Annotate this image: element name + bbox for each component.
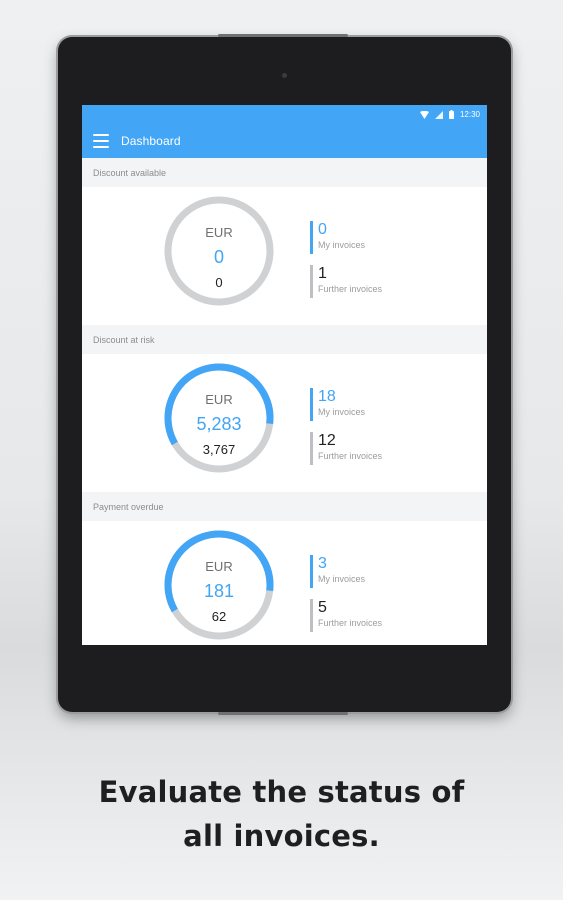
caption-line-2: all invoices. bbox=[183, 819, 380, 853]
progress-ring bbox=[164, 363, 274, 473]
further-invoices-label: Further invoices bbox=[318, 618, 383, 628]
sub-amount-value: 62 bbox=[211, 609, 227, 624]
currency-label: EUR bbox=[205, 225, 233, 240]
progress-ring bbox=[164, 196, 274, 306]
status-bar: 12:30 bbox=[82, 105, 487, 124]
further-invoices-label: Further invoices bbox=[318, 451, 383, 461]
further-invoices-count: 12 bbox=[318, 432, 336, 449]
ring-values: EUR 0 0 bbox=[163, 195, 275, 307]
promo-caption: Evaluate the status of all invoices. bbox=[0, 770, 563, 858]
further-invoices-count: 5 bbox=[318, 599, 327, 616]
section-header-payment-overdue: Payment overdue bbox=[82, 492, 487, 521]
amount-value: 181 bbox=[203, 581, 235, 601]
device-bottom-button bbox=[218, 712, 348, 715]
further-invoices-stat[interactable]: 12 Further invoices bbox=[310, 432, 430, 465]
my-invoices-label: My invoices bbox=[318, 407, 366, 417]
front-camera bbox=[282, 73, 287, 78]
ring-values: EUR 181 62 bbox=[163, 529, 275, 641]
page-title: Dashboard bbox=[121, 134, 181, 148]
section-discount-available[interactable]: EUR 0 0 0 My invoices 1 Further invoices bbox=[82, 187, 487, 325]
section-payment-overdue[interactable]: EUR 181 62 3 My invoices 5 Further invoi… bbox=[82, 521, 487, 645]
amount-value: 5,283 bbox=[196, 414, 242, 434]
app-screen: 12:30 Dashboard Discount available EUR 0… bbox=[82, 105, 487, 645]
app-bar: Dashboard bbox=[82, 124, 487, 158]
my-invoices-count: 0 bbox=[318, 221, 327, 238]
section-header-discount-at-risk: Discount at risk bbox=[82, 325, 487, 354]
further-invoices-stat[interactable]: 5 Further invoices bbox=[310, 599, 430, 632]
currency-label: EUR bbox=[205, 559, 233, 574]
ring-progress-arc bbox=[164, 530, 274, 640]
ring-values: EUR 5,283 3,767 bbox=[163, 362, 275, 474]
my-invoices-label: My invoices bbox=[318, 240, 366, 250]
signal-icon bbox=[434, 110, 443, 119]
ring-track bbox=[164, 196, 274, 306]
my-invoices-label: My invoices bbox=[318, 574, 366, 584]
device-top-button bbox=[218, 34, 348, 37]
caption-line-1: Evaluate the status of bbox=[98, 775, 465, 809]
sub-amount-value: 0 bbox=[215, 275, 223, 290]
amount-value: 0 bbox=[213, 247, 224, 267]
my-invoices-stat[interactable]: 18 My invoices bbox=[310, 388, 430, 421]
my-invoices-count: 18 bbox=[318, 388, 336, 405]
status-time: 12:30 bbox=[459, 110, 480, 119]
further-invoices-stat[interactable]: 1 Further invoices bbox=[310, 265, 430, 298]
currency-label: EUR bbox=[205, 392, 233, 407]
my-invoices-stat[interactable]: 3 My invoices bbox=[310, 555, 430, 588]
my-invoices-stat[interactable]: 0 My invoices bbox=[310, 221, 430, 254]
further-invoices-label: Further invoices bbox=[318, 284, 383, 294]
ring-progress-arc bbox=[164, 363, 274, 473]
battery-icon bbox=[448, 110, 454, 119]
section-header-discount-available: Discount available bbox=[82, 158, 487, 187]
hamburger-menu-icon[interactable] bbox=[93, 134, 109, 148]
progress-ring bbox=[164, 530, 274, 640]
my-invoices-count: 3 bbox=[318, 555, 327, 572]
tablet-device-frame: 12:30 Dashboard Discount available EUR 0… bbox=[58, 34, 511, 715]
section-discount-at-risk[interactable]: EUR 5,283 3,767 18 My invoices 12 Furthe… bbox=[82, 354, 487, 492]
sub-amount-value: 3,767 bbox=[202, 442, 236, 457]
further-invoices-count: 1 bbox=[318, 265, 327, 282]
wifi-icon bbox=[419, 110, 429, 119]
